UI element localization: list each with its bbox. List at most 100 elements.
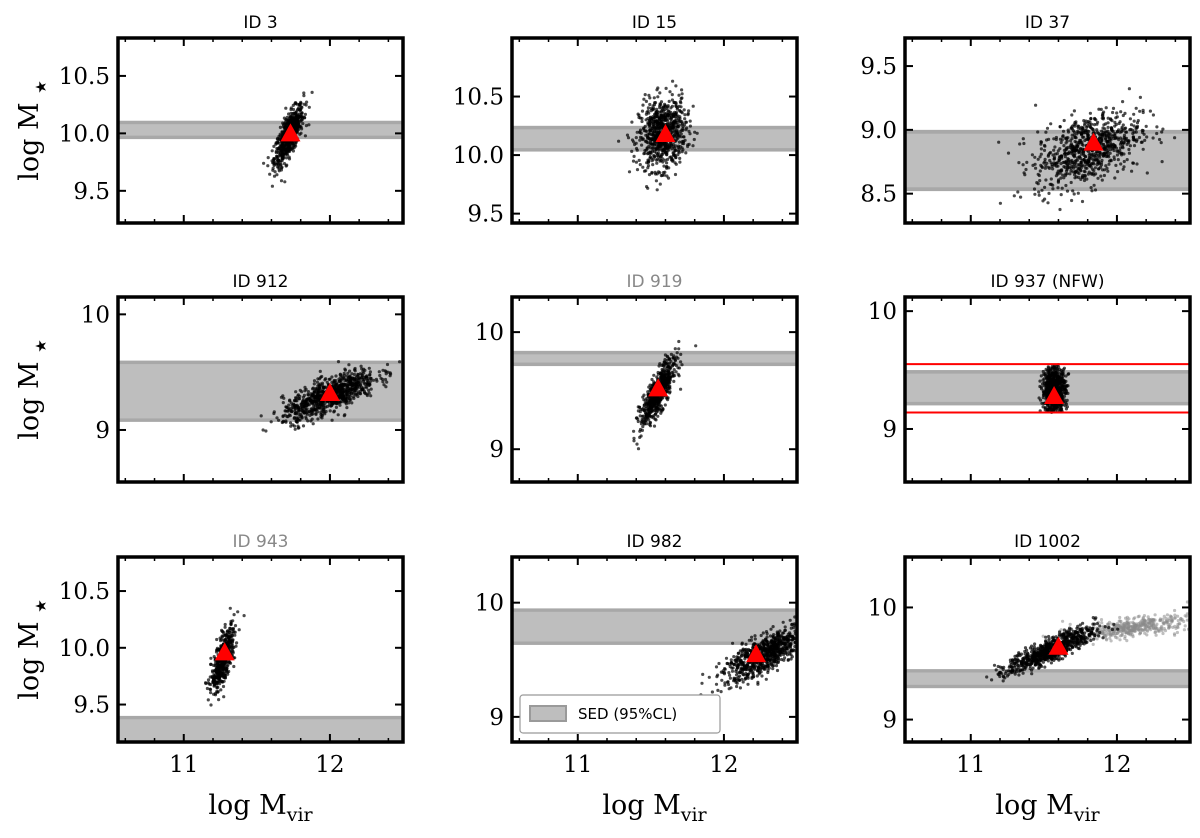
- data-point: [277, 165, 281, 169]
- data-point: [1018, 142, 1022, 146]
- data-point: [286, 148, 290, 152]
- data-point: [680, 146, 684, 150]
- data-point: [677, 119, 681, 123]
- data-point: [1038, 179, 1042, 183]
- data-point: [662, 373, 666, 377]
- data-point: [1127, 151, 1131, 155]
- data-point: [634, 136, 638, 140]
- data-point: [271, 168, 275, 172]
- data-point: [1081, 150, 1085, 154]
- data-point: [1131, 135, 1135, 139]
- data-point: [1070, 137, 1074, 141]
- data-point: [677, 134, 681, 138]
- data-point: [1050, 164, 1054, 168]
- data-point: [350, 376, 354, 380]
- data-point: [1138, 109, 1142, 113]
- data-point: [272, 144, 276, 148]
- data-point: [1106, 125, 1110, 129]
- data-point: [1122, 165, 1126, 169]
- data-point: [323, 378, 327, 382]
- data-point: [1044, 164, 1048, 168]
- posterior-points: [997, 87, 1177, 212]
- data-point: [657, 407, 661, 411]
- data-point: [307, 105, 311, 109]
- data-point: [1049, 182, 1053, 186]
- data-point: [1061, 389, 1065, 393]
- data-point: [680, 92, 684, 96]
- data-point: [648, 102, 652, 107]
- data-point: [1057, 385, 1061, 389]
- data-point: [653, 155, 657, 159]
- data-point: [655, 88, 659, 92]
- data-point: [280, 130, 284, 134]
- data-point: [1103, 136, 1107, 140]
- data-point: [651, 147, 655, 151]
- panel-2: 9.510.010.5ID 15: [453, 13, 799, 228]
- data-point: [654, 134, 658, 138]
- data-point: [636, 419, 640, 424]
- data-point: [375, 379, 379, 383]
- data-point: [658, 117, 662, 121]
- data-point: [328, 377, 332, 381]
- data-point: [287, 407, 291, 411]
- data-point: [1040, 188, 1044, 192]
- data-point: [1021, 137, 1025, 141]
- data-point: [342, 414, 346, 418]
- data-point: [646, 151, 650, 155]
- data-point: [321, 389, 325, 394]
- data-point: [281, 151, 285, 155]
- data-point: [661, 160, 665, 164]
- data-point: [668, 372, 672, 376]
- panel-frame: [116, 295, 405, 484]
- data-point: [664, 151, 668, 155]
- data-point: [282, 396, 286, 400]
- data-point: [302, 91, 306, 95]
- data-point: [1052, 148, 1056, 152]
- plot-area: [512, 79, 797, 192]
- data-point: [205, 686, 209, 691]
- data-point: [663, 107, 667, 112]
- panel-title: ID 919: [627, 272, 683, 292]
- data-point: [652, 96, 656, 100]
- data-point: [1040, 401, 1044, 405]
- data-point: [1106, 150, 1110, 154]
- data-point: [1109, 158, 1113, 162]
- data-point: [680, 111, 684, 115]
- data-point: [675, 351, 679, 355]
- data-point: [1022, 141, 1026, 146]
- data-point: [287, 112, 291, 116]
- data-point: [644, 414, 648, 418]
- data-point: [635, 442, 639, 446]
- data-point: [339, 381, 343, 385]
- data-point: [1054, 174, 1058, 178]
- data-point: [277, 418, 281, 422]
- data-point: [1101, 116, 1105, 120]
- data-point: [334, 405, 338, 409]
- data-point: [219, 688, 223, 692]
- data-point: [1042, 393, 1046, 398]
- data-point: [655, 161, 659, 165]
- data-point: [1073, 149, 1077, 153]
- data-point: [1068, 172, 1072, 176]
- data-point: [300, 406, 304, 410]
- data-point: [1100, 178, 1104, 182]
- data-point: [310, 401, 314, 405]
- data-point: [233, 630, 237, 634]
- data-point: [1033, 192, 1037, 196]
- data-point: [1100, 158, 1104, 162]
- data-point: [1158, 137, 1162, 142]
- data-point: [661, 148, 665, 152]
- data-point: [1087, 170, 1091, 174]
- data-point: [686, 144, 690, 149]
- data-point: [228, 660, 232, 664]
- data-point: [322, 408, 326, 412]
- data-point: [664, 118, 668, 122]
- data-point: [369, 387, 373, 391]
- data-point: [1062, 176, 1066, 180]
- data-point: [1148, 109, 1152, 113]
- data-point: [670, 93, 674, 97]
- data-point: [1100, 152, 1104, 156]
- panel-frame: [510, 295, 799, 484]
- data-point: [275, 416, 279, 420]
